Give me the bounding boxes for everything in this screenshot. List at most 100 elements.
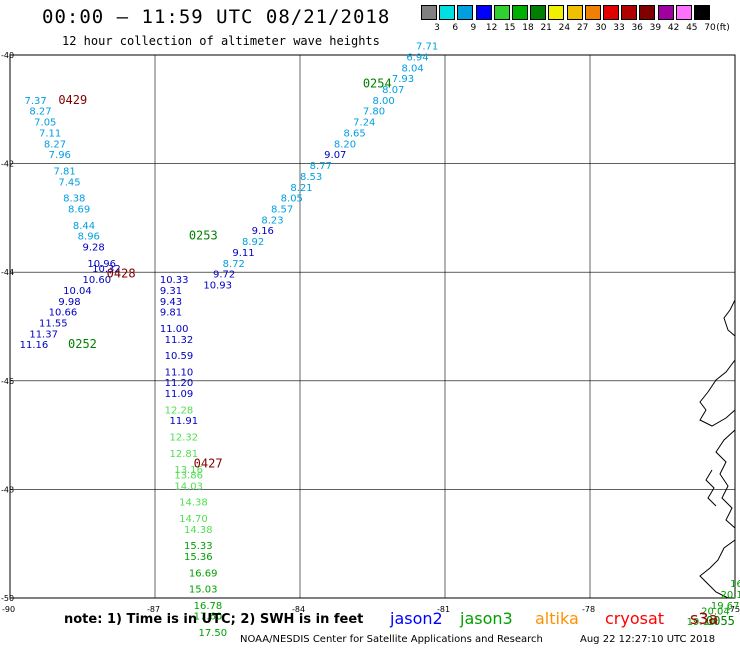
swh-value: 8.53 [300,172,322,183]
legend-jason2: jason2 [390,609,443,628]
scale-label: 18 [522,23,534,33]
swh-value: 9.11 [232,248,254,259]
x-tick-label: -87 [147,605,160,614]
scale-unit: (ft) [716,23,730,33]
swh-value: 6.94 [406,52,428,63]
swh-value: 8.04 [402,63,424,74]
scale-label: 15 [504,23,516,33]
swh-value: 13.86 [174,471,203,482]
swh-value: 19.67 [711,601,740,612]
y-tick-label: -42 [1,160,14,169]
swh-value: 16.69 [189,568,218,579]
grid-lines [10,55,735,598]
swh-value: 11.32 [165,335,194,346]
swh-value: 14.03 [174,481,203,492]
scale-label: 33 [613,23,625,33]
x-tick-label: -78 [582,605,595,614]
swh-value: 8.77 [310,161,332,172]
swh-value: 8.20 [334,139,356,150]
swh-value: 10.32 [92,264,121,275]
scale-label: 45 [686,23,698,33]
swh-value: 11.20 [165,378,194,389]
legend-altika: altika [535,609,579,628]
swh-value: 8.44 [73,221,95,232]
pass-label: 0254 [363,77,392,91]
swh-value: 7.93 [392,74,414,85]
swh-value: 9.72 [213,270,235,281]
swh-value: 7.71 [416,42,438,53]
footer-note: note: 1) Time is in UTC; 2) SWH is in fe… [64,612,364,627]
generated-time: Aug 22 12:27:10 UTC 2018 [580,634,716,645]
swh-value: 7.05 [34,118,56,129]
pass-label: 0429 [58,93,87,107]
legend-cryosat: cryosat [605,609,665,628]
swh-value: 7.11 [39,128,61,139]
swh-value: 17.60 [194,612,223,623]
x-tick-label: -84 [292,605,305,614]
swh-value: 20.04 [701,606,730,617]
swh-value: 9.28 [83,242,105,253]
scale-label: 9 [470,23,477,33]
scale-swatch [548,5,565,20]
swh-value: 16.78 [194,601,223,612]
map-frame [9,54,736,599]
swh-value: 8.27 [29,107,51,118]
swh-value: 7.81 [54,166,76,177]
swh-value: 11.37 [29,329,58,340]
page-title: 00:00 – 11:59 UTC 08/21/2018 [42,6,391,28]
swh-value: 10.59 [165,351,194,362]
swh-value: 17.50 [199,628,228,639]
scale-swatch [639,5,656,20]
y-tick-label: -48 [1,485,14,494]
legend-s3a: s3a [690,609,719,628]
scale-swatch [475,5,492,20]
swh-value: 7.24 [353,118,375,129]
pass-label: 0427 [194,457,223,471]
scale-label: 70 [704,23,716,33]
swh-value: 11.55 [39,319,68,330]
swh-value: 14.70 [179,514,208,525]
scale-swatch [675,5,692,20]
scale-label: 30 [595,23,607,33]
swh-value: 14.38 [184,525,213,536]
page-subtitle: 12 hour collection of altimeter wave hei… [62,34,380,48]
swh-value: 11.00 [160,324,189,335]
swh-value: 7.96 [49,150,71,161]
swh-value: 8.05 [281,194,303,205]
y-tick-label: -50 [1,594,14,603]
swh-value: 11.91 [170,416,199,427]
swh-value: 13.16 [174,465,203,476]
swh-value: 8.21 [290,183,312,194]
scale-swatch [457,5,474,20]
scale-label: 42 [667,23,680,33]
swh-value: 7.80 [363,107,385,118]
swh-value: 8.96 [78,232,100,243]
scale-swatch [603,5,619,20]
axis-tick-labels: -90 -87 -84 -81 -78 -75 -40 -42 -44 -46 -48 -50 [1,51,740,614]
swh-value: 11.10 [165,367,194,378]
swh-value: 8.07 [382,85,404,96]
swh-value: 20.18 [721,590,740,601]
credit-text: NOAA/NESDIS Center for Satellite Applica… [240,634,543,645]
scale-swatch [657,5,674,20]
x-tick-label: -90 [2,605,15,614]
x-tick-label: -75 [727,605,740,614]
swh-value: 14.38 [179,498,208,509]
y-tick-label: -46 [1,377,14,386]
swh-value: 7.45 [58,177,80,188]
scale-label: 24 [558,23,571,33]
scale-label: 27 [576,23,589,33]
x-tick-label: -81 [437,605,450,614]
swh-value: 15.33 [184,541,213,552]
swh-value: 9.31 [160,286,182,297]
scale-swatch [493,5,510,20]
swh-value: 16.66 [730,579,740,590]
swh-value: 15.03 [189,585,218,596]
swh-value: 12.32 [170,433,199,444]
scale-swatch [439,5,456,20]
legend-jason3: jason3 [460,609,513,628]
swh-value: 12.28 [165,405,194,416]
swh-value: 10.93 [203,280,232,291]
swh-value: 10.66 [49,308,78,319]
